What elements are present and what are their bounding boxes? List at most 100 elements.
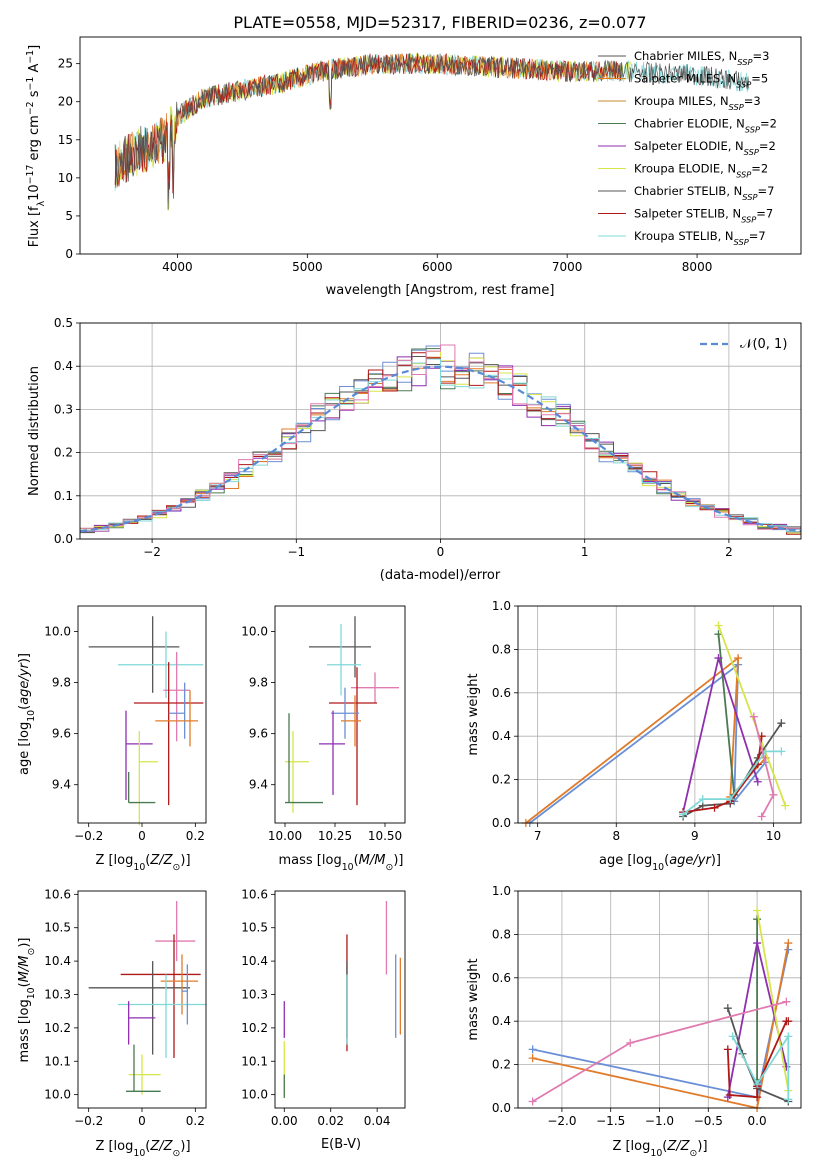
- x-tick-label: 5000: [292, 260, 323, 274]
- residuals-panel: −2 −1 0 1 2 0.0 0.1 0.2 0.3 0.4 0.5 𝒩(0, 1) (data-mo…: [27, 316, 802, 583]
- weight-line: [717, 625, 787, 806]
- y-tick-label: 9.8: [52, 676, 71, 690]
- weight-marker: [753, 906, 762, 915]
- weight-line: [726, 1007, 789, 1103]
- x-tick-label: −2.0: [547, 1114, 576, 1128]
- y-tick-label: 0.8: [492, 642, 511, 656]
- y-tick-label: 0.2: [54, 446, 73, 460]
- weight-marker: [769, 790, 778, 799]
- x-tick-label: 9: [691, 829, 699, 843]
- x-tick-label: 7000: [552, 260, 583, 274]
- histogram-series: [80, 344, 801, 532]
- weight-marker: [753, 939, 762, 948]
- weight-marker: [528, 1097, 537, 1106]
- weight-line: [532, 949, 790, 1099]
- spectrum-panel: 4000 5000 6000 7000 8000 0 5 10 15 20 25 wavelength…: [25, 36, 802, 298]
- y-tick-label: 10.1: [241, 1054, 268, 1068]
- weight-marker: [784, 1095, 793, 1104]
- y-axis-label: age [log10(age/yr)]: [17, 653, 37, 775]
- x-axis-label: Z [log10(Z/Z⊙)]: [612, 1139, 707, 1159]
- y-tick-label: 0.3: [54, 402, 73, 416]
- weight-marker: [777, 719, 786, 728]
- y-tick-label: 10.2: [44, 1021, 71, 1035]
- x-tick-label: 0: [437, 545, 445, 559]
- x-tick-label: 10.25: [318, 829, 352, 843]
- x-tick-label: −0.2: [74, 829, 103, 843]
- weight-line: [756, 910, 790, 1091]
- weight-vs-age-panel: 7 8 9 10 0.0 0.2 0.4 0.6 0.8 1.0 mass weight age [l…: [466, 599, 802, 873]
- y-tick-label: 0.4: [492, 1014, 511, 1028]
- x-tick-label: 10.50: [368, 829, 402, 843]
- y-tick-label: 9.4: [52, 778, 71, 792]
- weight-marker: [698, 795, 707, 804]
- legend-entry: 𝒩(0, 1): [740, 337, 787, 352]
- y-tick-label: 9.6: [249, 727, 268, 741]
- y-tick-label: 10.3: [241, 987, 268, 1001]
- legend-entry: Kroupa ELODIE, NSSP=2: [634, 162, 768, 180]
- y-tick-label: 10.0: [241, 1088, 268, 1102]
- x-tick-label: 0.02: [317, 1114, 344, 1128]
- y-tick-label: 25: [58, 57, 73, 71]
- weight-marker: [784, 1017, 793, 1026]
- x-tick-label: 4000: [162, 260, 193, 274]
- x-tick-label: 0: [138, 829, 146, 843]
- x-tick-label: −1: [287, 545, 305, 559]
- y-tick-label: 0.2: [492, 773, 511, 787]
- x-tick-label: 0.04: [364, 1114, 391, 1128]
- weight-vs-z-panel: −2.0 −1.5 −1.0 −0.5 0.0 0.0 0.2 0.4 0.6 0.8 1.0 mas…: [466, 884, 802, 1159]
- y-tick-label: 10.1: [44, 1054, 71, 1068]
- y-tick-label: 0.0: [492, 1101, 511, 1115]
- x-tick-label: 10: [766, 829, 781, 843]
- y-tick-label: 10.6: [44, 887, 71, 901]
- weight-marker: [714, 654, 723, 663]
- x-axis-label: Z [log10(Z/Z⊙)]: [95, 1139, 190, 1159]
- weight-line: [682, 654, 759, 813]
- x-tick-label: −0.2: [74, 1114, 103, 1128]
- x-tick-label: 0.0: [748, 1114, 767, 1128]
- y-tick-label: 10.0: [44, 625, 71, 639]
- y-axis-label: Normed distribution: [27, 366, 42, 496]
- x-tick-label: 0: [138, 1114, 146, 1128]
- weight-marker: [679, 810, 688, 819]
- age-vs-z-panel: −0.2 0 0.2 9.4 9.6 9.8 10.0 Z [log10(Z/Z⊙)] age …: [17, 605, 207, 873]
- x-tick-label: 8000: [682, 260, 713, 274]
- weight-line: [532, 942, 790, 1110]
- axes-frame: [274, 890, 406, 1109]
- weight-marker: [784, 1032, 793, 1041]
- y-tick-label: 10.4: [44, 954, 71, 968]
- weight-marker: [753, 777, 762, 786]
- legend-entry: Salpeter MILES, NSSP=5: [634, 72, 768, 90]
- weight-marker: [753, 1080, 762, 1089]
- legend-entry: Chabrier MILES, NSSP=3: [634, 49, 769, 67]
- y-tick-label: 1.0: [492, 599, 511, 613]
- weight-marker: [784, 939, 793, 948]
- x-tick-label: 8: [612, 829, 620, 843]
- weight-line: [529, 662, 767, 824]
- y-tick-label: 10.4: [241, 954, 268, 968]
- y-tick-label: 5: [65, 209, 73, 223]
- legend-entry: Chabrier ELODIE, NSSP=2: [634, 117, 777, 135]
- y-tick-label: 10.0: [44, 1088, 71, 1102]
- x-tick-label: −0.5: [694, 1114, 723, 1128]
- x-axis-label: (data-model)/error: [380, 568, 501, 583]
- weight-marker: [725, 1090, 734, 1099]
- weight-marker: [714, 621, 723, 630]
- axes-frame: [79, 322, 802, 540]
- x-tick-label: 10.00: [268, 829, 302, 843]
- y-tick-label: 15: [58, 133, 73, 147]
- y-tick-label: 0.2: [492, 1058, 511, 1072]
- x-axis-label: age [log10(age/yr)]: [599, 853, 721, 873]
- y-axis-label: mass weight: [466, 958, 481, 1040]
- weight-marker: [626, 1038, 635, 1047]
- axes-frame: [77, 890, 207, 1109]
- weight-marker: [723, 1004, 732, 1013]
- gaussian-curve: [79, 365, 802, 533]
- axes-frame: [79, 36, 802, 255]
- weight-marker: [726, 795, 735, 804]
- histogram-series: [80, 358, 801, 533]
- x-tick-label: −2: [143, 545, 161, 559]
- weight-marker: [782, 997, 791, 1006]
- legend-entry: Salpeter ELODIE, NSSP=2: [634, 139, 776, 157]
- y-tick-label: 0.5: [54, 316, 73, 330]
